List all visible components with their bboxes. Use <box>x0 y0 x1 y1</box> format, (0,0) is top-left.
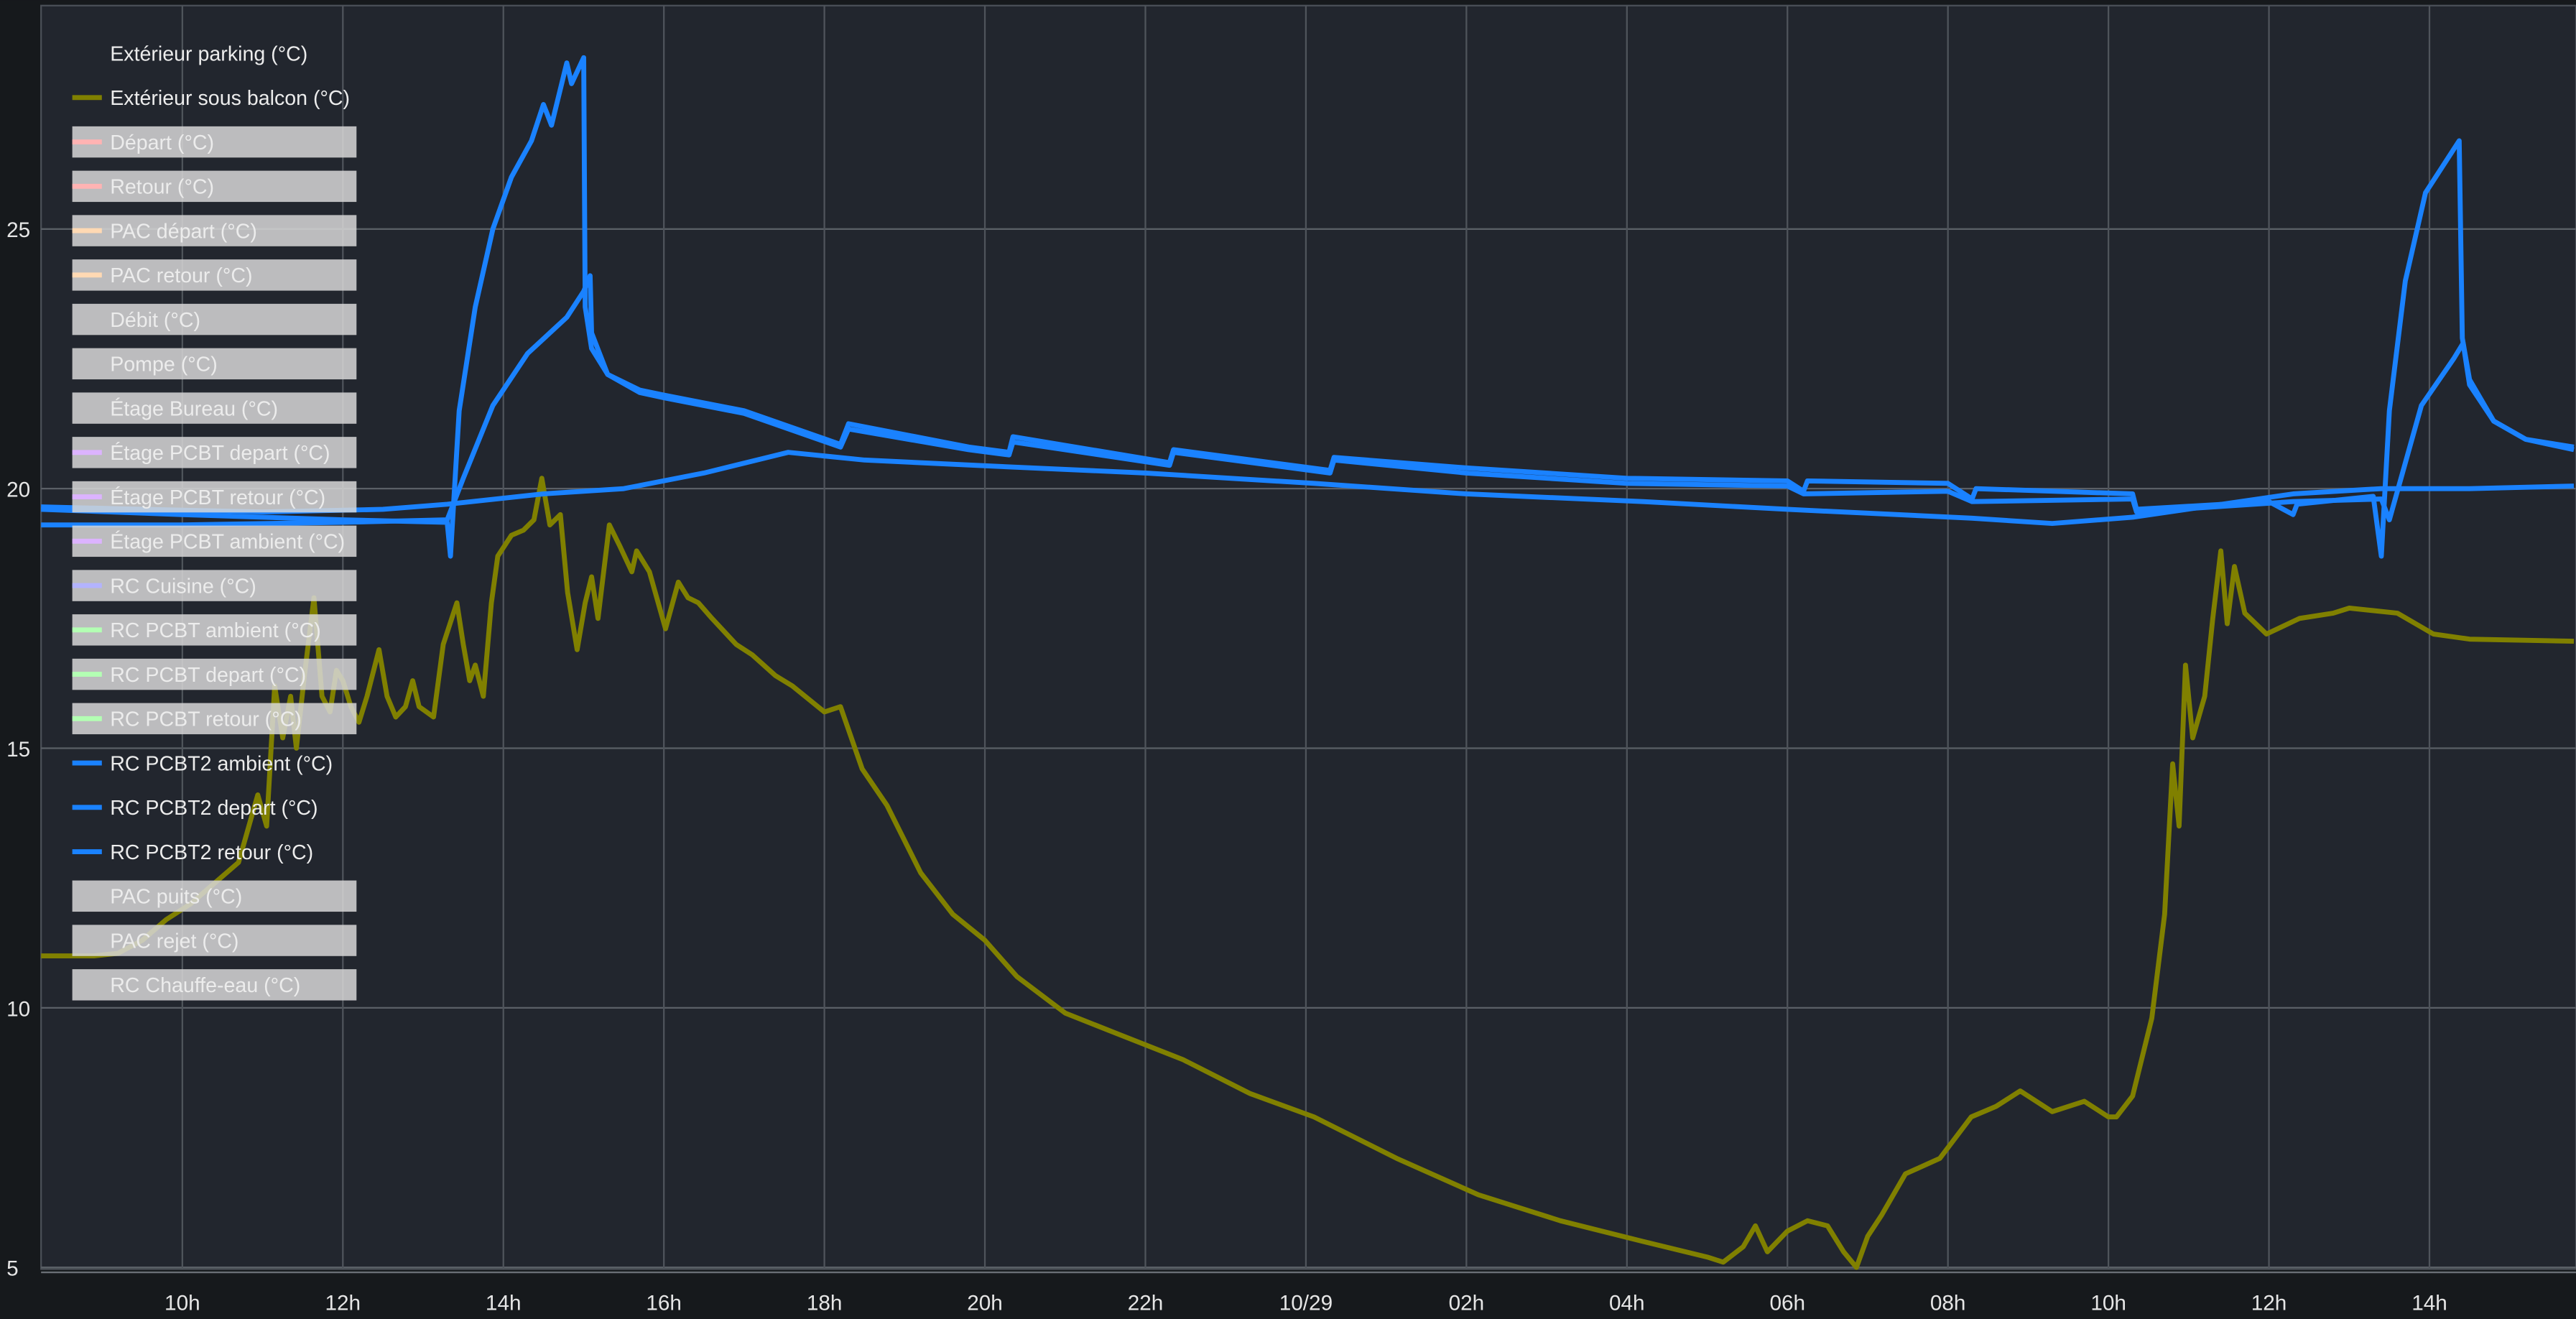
legend-hidden-box <box>72 481 357 513</box>
legend-item[interactable]: Départ (°C) <box>72 126 357 158</box>
legend-label: RC Chauffe-eau (°C) <box>110 974 300 997</box>
legend-hidden-box <box>72 925 357 956</box>
legend-label: PAC rejet (°C) <box>110 930 238 953</box>
legend-label: Étage Bureau (°C) <box>110 397 278 420</box>
legend-label: RC PCBT retour (°C) <box>110 708 302 731</box>
x-tick-label: 10/29 <box>1279 1292 1333 1315</box>
legend-hidden-box <box>72 126 357 158</box>
x-tick-label: 12h <box>2251 1292 2287 1315</box>
legend-label: Débit (°C) <box>110 309 200 332</box>
legend-item[interactable]: Retour (°C) <box>72 170 357 203</box>
legend-hidden-box <box>72 303 357 335</box>
legend-label: PAC puits (°C) <box>110 886 242 909</box>
legend-hidden-box <box>72 880 357 912</box>
legend-label: PAC retour (°C) <box>110 264 252 287</box>
legend-hidden-box <box>72 437 357 468</box>
legend-label: RC PCBT ambient (°C) <box>110 619 321 642</box>
x-tick-label: 10h <box>165 1292 200 1315</box>
legend-label: RC PCBT2 retour (°C) <box>110 841 313 864</box>
legend-hidden-box <box>72 170 357 203</box>
legend-hidden-box <box>72 614 357 646</box>
legend-item[interactable]: RC PCBT2 retour (°C) <box>72 841 314 864</box>
legend-hidden-box <box>72 215 357 246</box>
x-tick-label: 02h <box>1449 1292 1485 1315</box>
legend-label: Départ (°C) <box>110 131 214 154</box>
legend-item[interactable]: PAC rejet (°C) <box>72 925 357 956</box>
legend-item[interactable]: Étage Bureau (°C) <box>72 392 357 424</box>
legend-item[interactable]: RC PCBT2 ambient (°C) <box>72 752 333 775</box>
legend-item[interactable]: Pompe (°C) <box>72 348 357 380</box>
y-tick-label: 25 <box>6 218 30 242</box>
legend-item[interactable]: Extérieur parking (°C) <box>110 42 307 65</box>
x-tick-label: 14h <box>486 1292 522 1315</box>
legend-item[interactable]: PAC puits (°C) <box>72 880 357 912</box>
legend-item[interactable]: Extérieur sous balcon (°C) <box>72 87 350 110</box>
legend-label: Extérieur sous balcon (°C) <box>110 87 350 110</box>
legend-label: PAC départ (°C) <box>110 220 257 243</box>
legend-label: Extérieur parking (°C) <box>110 42 307 65</box>
legend-item[interactable]: PAC retour (°C) <box>72 259 357 291</box>
legend-label: RC PCBT2 ambient (°C) <box>110 752 333 775</box>
legend-item[interactable]: RC PCBT depart (°C) <box>72 658 357 690</box>
x-tick-label: 20h <box>967 1292 1003 1315</box>
legend-item[interactable]: RC PCBT retour (°C) <box>72 703 357 735</box>
legend-item[interactable]: Étage PCBT depart (°C) <box>72 437 357 468</box>
series-line-3 <box>41 273 2575 528</box>
x-tick-label: 10h <box>2090 1292 2126 1315</box>
legend-label: RC PCBT2 depart (°C) <box>110 797 318 820</box>
legend-label: Étage PCBT ambient (°C) <box>110 530 345 554</box>
legend-label: RC Cuisine (°C) <box>110 575 256 598</box>
plot-area <box>40 4 2576 1270</box>
legend-item[interactable]: Débit (°C) <box>72 303 357 335</box>
legend-item[interactable]: PAC départ (°C) <box>72 215 357 246</box>
y-tick-label: 10 <box>6 997 30 1021</box>
legend-hidden-box <box>72 658 357 690</box>
legend-item[interactable]: RC PCBT ambient (°C) <box>72 614 357 646</box>
legend-label: RC PCBT depart (°C) <box>110 664 306 687</box>
y-tick-label: 20 <box>6 478 30 502</box>
legend-label: Étage PCBT depart (°C) <box>110 441 330 465</box>
x-tick-label: 14h <box>2411 1292 2447 1315</box>
legend-hidden-box <box>72 969 357 1001</box>
legend-hidden-box <box>72 348 357 380</box>
x-tick-label: 16h <box>646 1292 682 1315</box>
x-tick-label: 04h <box>1609 1292 1645 1315</box>
legend-label: Étage PCBT retour (°C) <box>110 486 325 509</box>
legend-label: Retour (°C) <box>110 176 214 199</box>
y-tick-label: 15 <box>6 738 30 762</box>
legend-hidden-box <box>72 570 357 601</box>
y-tick-label: 5 <box>6 1257 19 1281</box>
legend-item[interactable]: Étage PCBT retour (°C) <box>72 481 357 513</box>
x-tick-label: 06h <box>1769 1292 1805 1315</box>
axis-ticks: 5 10 15 20 25 10h 12h 14h 16h 18h 20h 22h 10/29 02h 04… <box>6 218 2447 1315</box>
legend-item[interactable]: RC PCBT2 depart (°C) <box>72 797 318 820</box>
legend: Extérieur parking (°C) Extérieur sous bal… <box>72 42 357 1001</box>
x-tick-label: 12h <box>325 1292 361 1315</box>
x-tick-label: 22h <box>1128 1292 1164 1315</box>
legend-hidden-box <box>72 703 357 735</box>
legend-item[interactable]: RC Cuisine (°C) <box>72 570 357 601</box>
x-tick-label: 08h <box>1930 1292 1966 1315</box>
legend-hidden-box <box>72 525 357 557</box>
x-tick-label: 18h <box>807 1292 843 1315</box>
legend-item[interactable]: RC Chauffe-eau (°C) <box>72 969 357 1001</box>
legend-item[interactable]: Étage PCBT ambient (°C) <box>72 525 357 557</box>
legend-label: Pompe (°C) <box>110 353 218 376</box>
legend-hidden-box <box>72 392 357 424</box>
legend-hidden-box <box>72 259 357 291</box>
